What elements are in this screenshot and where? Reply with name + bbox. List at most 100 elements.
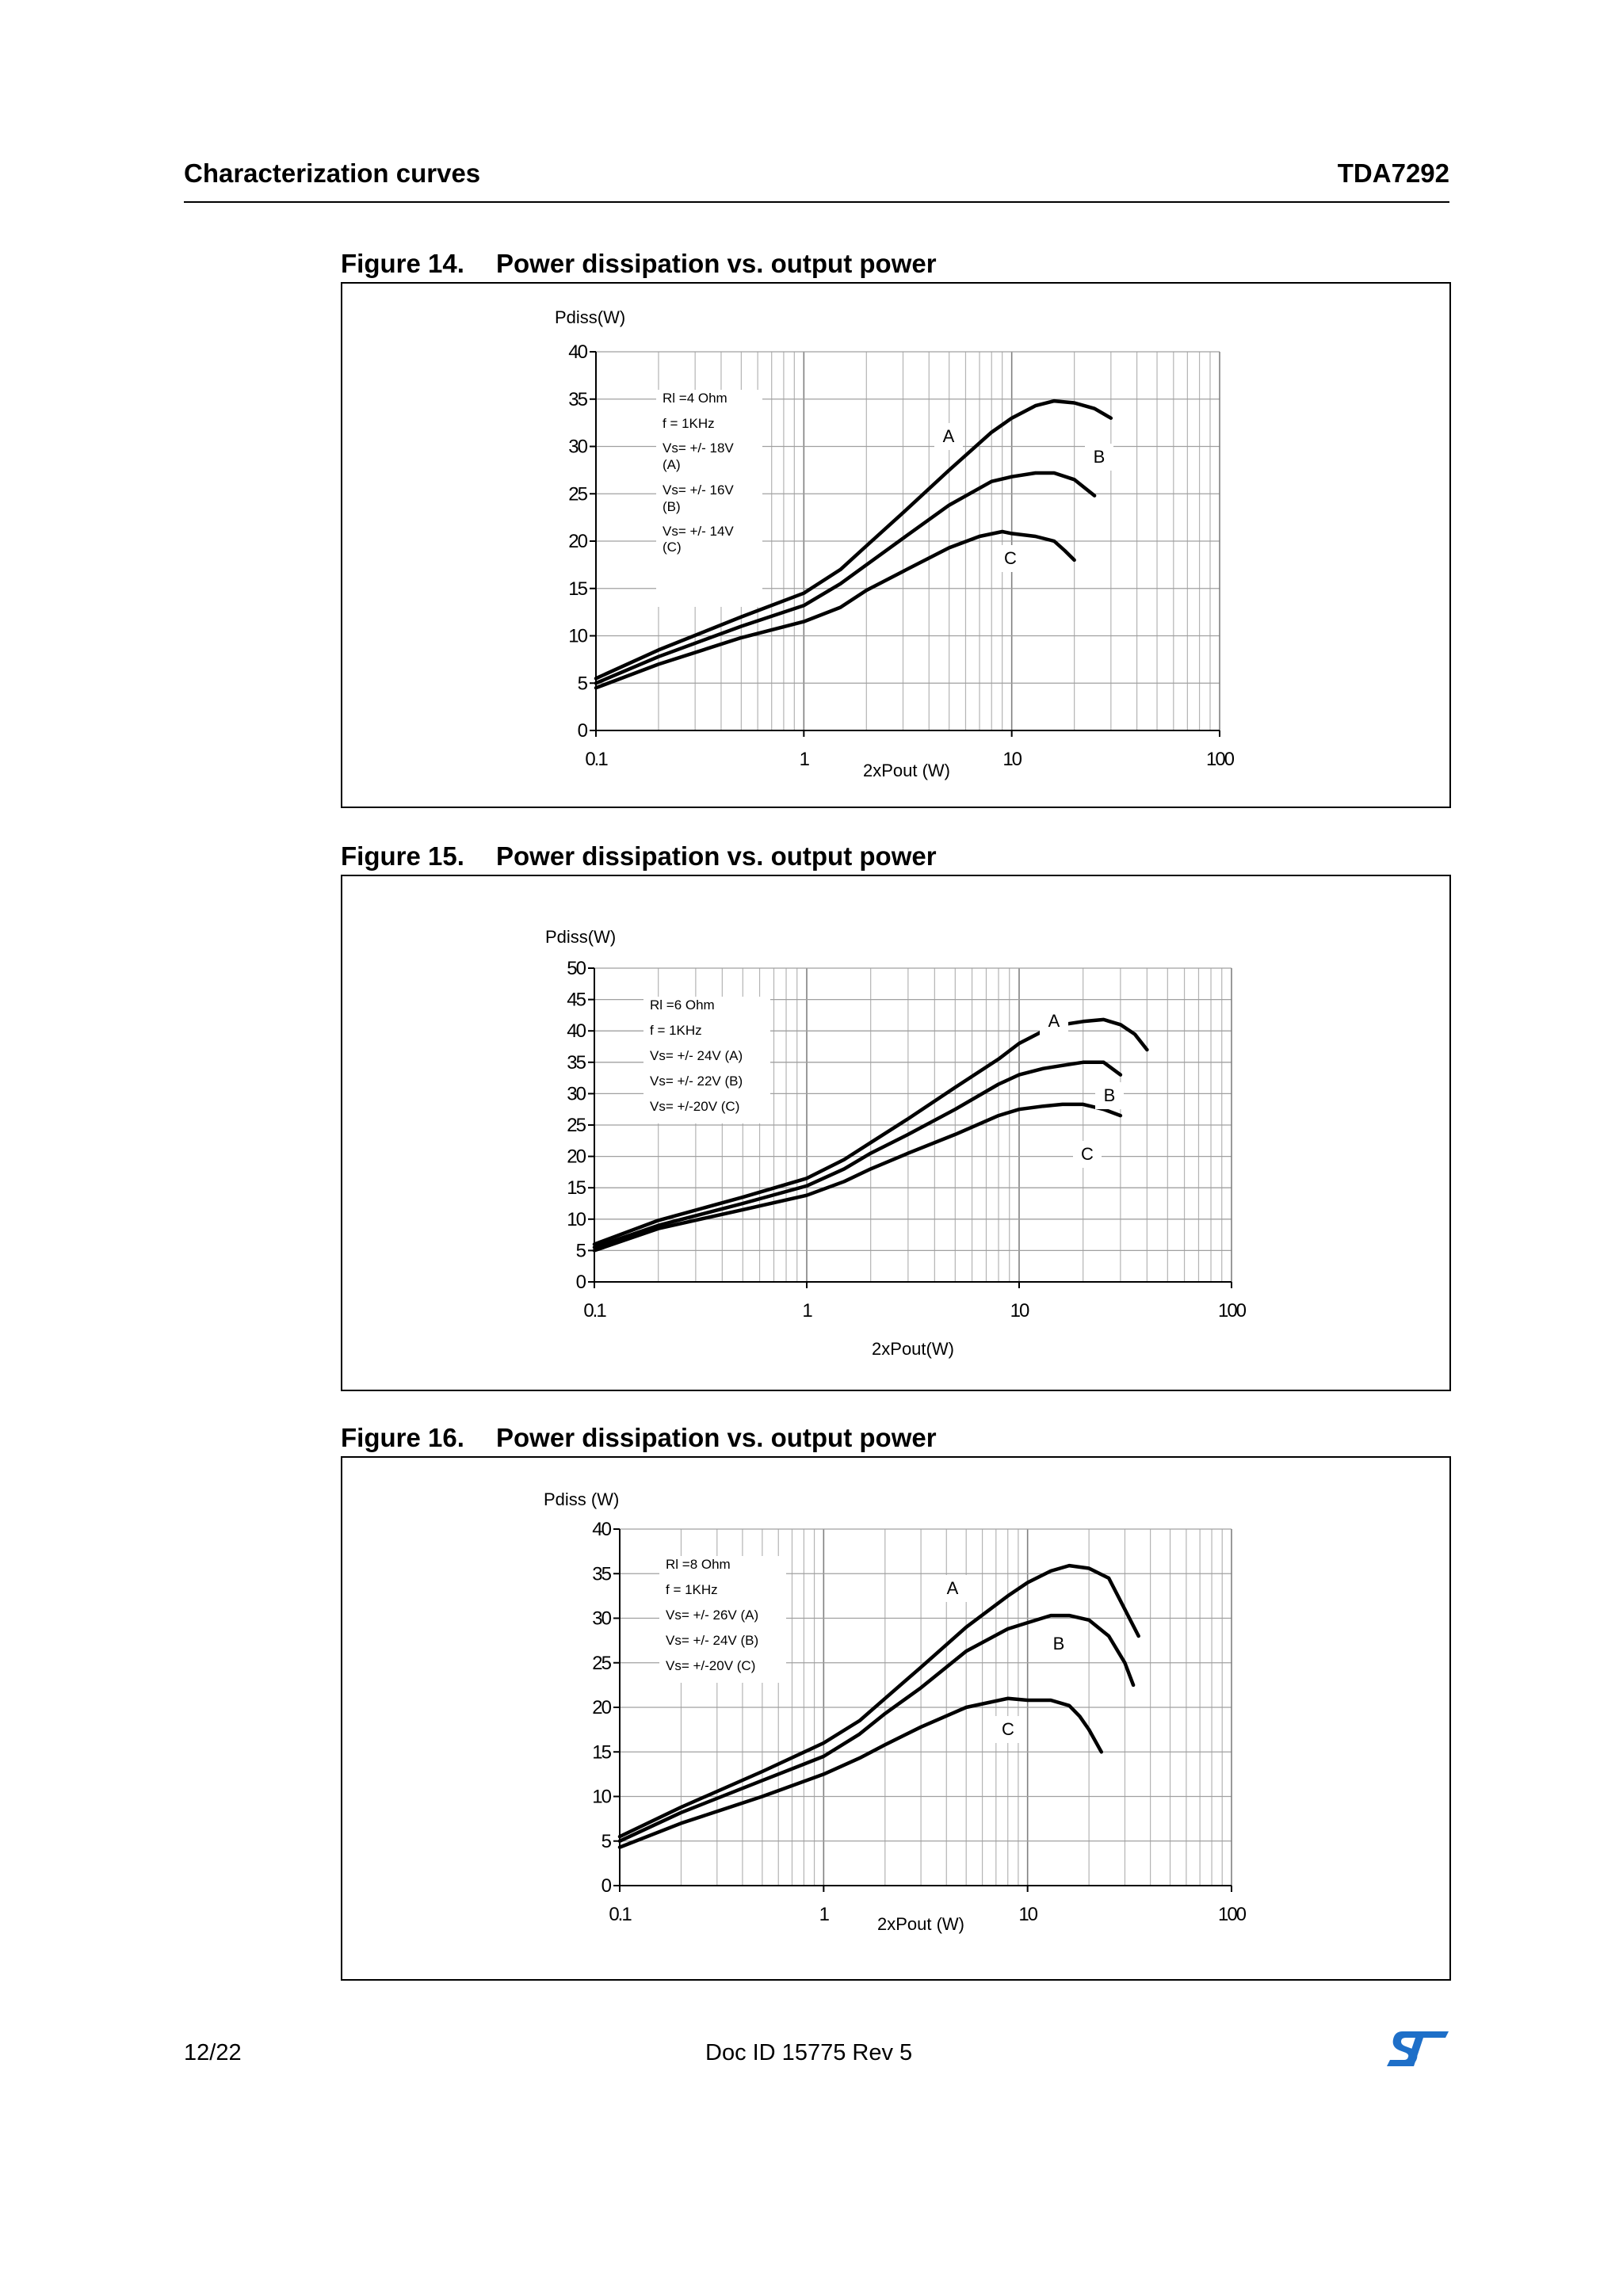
y-tick-label: 0 (576, 1272, 586, 1293)
header-divider (184, 201, 1449, 203)
y-tick-label: 0 (601, 1875, 612, 1897)
legend-entry: Vs= +/- 22V (B) (650, 1074, 743, 1089)
figure-16-caption: Figure 16. Power dissipation vs. output p… (341, 1423, 937, 1453)
x-axis-label: 2xPout (W) (863, 761, 950, 780)
series-annotation-A: A (943, 426, 955, 446)
section-title: Characterization curves (184, 158, 481, 188)
legend-entry: Rl =4 Ohm (663, 391, 727, 406)
annotation-background (938, 1575, 967, 1602)
y-tick-label: 15 (568, 578, 587, 600)
series-line-A (592, 1017, 1149, 1246)
series-line-C (592, 1102, 1123, 1253)
series-line-B (592, 1060, 1123, 1249)
x-tick-label: 0.1 (585, 749, 608, 770)
legend-entry: Vs= +/- 18V (663, 441, 734, 456)
x-axis-label: 2xPout(W) (872, 1339, 954, 1359)
series-annotation-B: B (1053, 1634, 1065, 1653)
y-tick-label: 10 (568, 626, 587, 647)
series-annotation-C: C (1002, 1719, 1014, 1739)
y-tick-label: 5 (576, 1240, 586, 1261)
annotation-background (996, 545, 1025, 572)
x-tick-label: 100 (1218, 1904, 1247, 1925)
st-logo-icon (1387, 2031, 1449, 2066)
y-tick-label: 30 (567, 1083, 586, 1104)
legend-box (643, 997, 770, 1123)
y-tick-label: 15 (592, 1741, 611, 1763)
figure-title: Power dissipation vs. output power (496, 841, 937, 871)
x-tick-label: 100 (1218, 1300, 1247, 1322)
y-tick-label: 35 (568, 389, 587, 410)
y-tick-label: 5 (601, 1831, 612, 1852)
legend-entry: f = 1KHz (663, 416, 715, 431)
y-tick-label: 40 (567, 1020, 586, 1042)
figure-14-caption: Figure 14. Power dissipation vs. output p… (341, 249, 937, 279)
y-tick-label: 5 (578, 673, 588, 694)
figure-15-chart: 0 5 10 15 20 25 30 35 40 45 50 0.1 1 10 100 Pdiss(W) 2xP… (545, 927, 1248, 1359)
y-axis-label: Pdiss (W) (544, 1489, 619, 1509)
y-axis-label: Pdiss(W) (545, 927, 616, 947)
y-tick-label: 15 (567, 1177, 586, 1199)
figure-15-caption: Figure 15. Power dissipation vs. output p… (341, 841, 937, 871)
y-tick-label: 50 (567, 958, 586, 979)
x-tick-label: 0.1 (583, 1300, 606, 1322)
series-line-B (594, 471, 1097, 685)
y-tick-label: 45 (567, 990, 586, 1011)
series-line-C (594, 529, 1076, 690)
x-tick-label: 1 (800, 749, 810, 770)
series-line-B (617, 1613, 1136, 1844)
y-tick-label: 25 (592, 1653, 611, 1674)
y-tick-label: 0 (578, 720, 588, 742)
legend-entry: Vs= +/- 16V (663, 482, 734, 498)
x-tick-label: 100 (1206, 749, 1235, 770)
legend-entry: Rl =8 Ohm (666, 1557, 731, 1572)
annotation-background (994, 1716, 1022, 1743)
x-tick-label: 0.1 (609, 1904, 632, 1925)
figure-14-chart: 0 5 10 15 20 25 30 35 40 0.1 1 10 100 Pdiss(W) 2xPout … (555, 307, 1236, 780)
legend-entry: (B) (663, 499, 681, 514)
series-line-A (617, 1563, 1140, 1839)
series-line-A (594, 399, 1113, 681)
legend-box (659, 1556, 786, 1683)
legend-entry: Vs= +/-20V (C) (650, 1099, 739, 1114)
y-tick-label: 35 (567, 1052, 586, 1074)
y-tick-label: 30 (568, 437, 587, 458)
figure-15-frame: 0 5 10 15 20 25 30 35 40 45 50 0.1 1 10 100 Pdiss(W) 2xP… (341, 875, 1451, 1391)
series-annotation-B: B (1094, 447, 1106, 467)
x-axis-label: 2xPout (W) (877, 1914, 964, 1934)
y-tick-label: 40 (568, 341, 587, 363)
y-tick-label: 10 (592, 1787, 611, 1808)
annotation-background (1044, 1630, 1073, 1657)
figure-number: Figure 15. (341, 841, 464, 871)
figure-number: Figure 14. (341, 249, 464, 278)
figure-number: Figure 16. (341, 1423, 464, 1452)
figure-title: Power dissipation vs. output power (496, 249, 937, 278)
legend-entry: (C) (663, 540, 682, 555)
y-tick-label: 35 (592, 1563, 611, 1585)
series-annotation-B: B (1104, 1085, 1116, 1105)
figure-16-chart: 0 5 10 15 20 25 30 35 40 0.1 1 10 100 Pdiss (W) 2xPout… (544, 1489, 1248, 1934)
legend-entry: f = 1KHz (666, 1582, 718, 1597)
legend-entry: (A) (663, 457, 681, 472)
y-tick-label: 40 (592, 1519, 611, 1540)
y-tick-label: 20 (568, 531, 587, 552)
annotation-background (1040, 1008, 1068, 1035)
annotation-background (1073, 1141, 1102, 1168)
legend-entry: Vs= +/- 14V (663, 524, 734, 539)
x-tick-label: 1 (802, 1300, 812, 1322)
y-tick-label: 30 (592, 1608, 611, 1630)
legend-entry: Vs= +/- 24V (B) (666, 1633, 758, 1648)
page-number: 12/22 (184, 2040, 242, 2065)
annotation-background (934, 423, 963, 450)
legend-box (656, 390, 762, 607)
y-tick-label: 25 (567, 1115, 586, 1136)
y-tick-label: 20 (592, 1697, 611, 1718)
x-tick-label: 10 (1002, 749, 1022, 770)
y-tick-label: 25 (568, 483, 587, 505)
figure-14-frame: 0 5 10 15 20 25 30 35 40 0.1 1 10 100 Pdiss(W) 2xPout … (341, 282, 1451, 808)
series-annotation-A: A (1048, 1011, 1060, 1031)
annotation-background (1095, 1082, 1124, 1109)
legend-entry: f = 1KHz (650, 1023, 702, 1038)
x-tick-label: 10 (1018, 1904, 1037, 1925)
y-tick-label: 10 (567, 1209, 586, 1230)
annotation-background (1085, 444, 1113, 471)
